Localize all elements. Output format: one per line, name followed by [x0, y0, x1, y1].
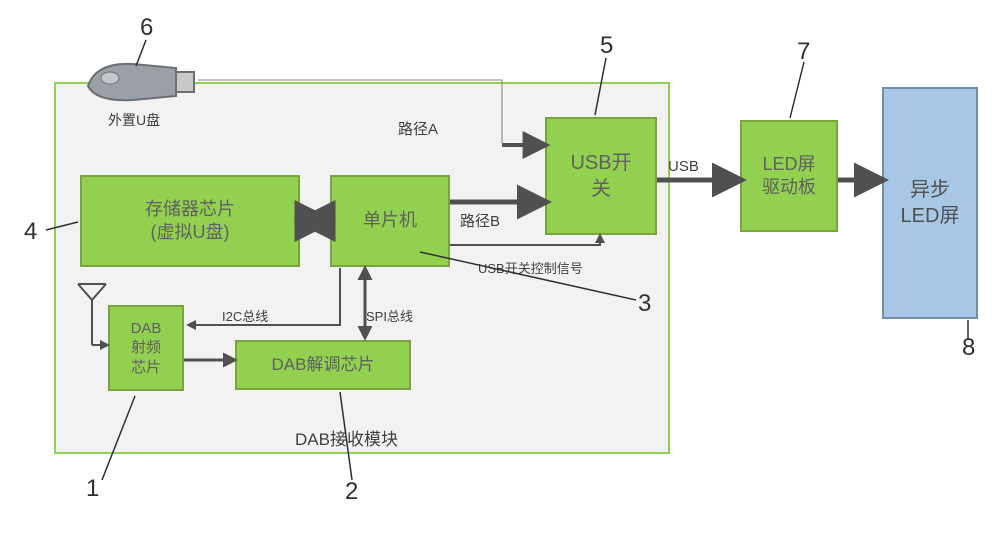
led-driver-board-block: LED屏 驱动板	[740, 120, 838, 232]
usb-switch-label: USB开 关	[570, 150, 631, 202]
usb-label: USB	[668, 158, 699, 175]
usb-switch-block: USB开 关	[545, 117, 657, 235]
callout-8: 8	[962, 334, 975, 362]
i2c-bus-label: I2C总线	[222, 306, 268, 325]
callout-7: 7	[797, 38, 810, 66]
dab-demod-chip-label: DAB解调芯片	[272, 354, 375, 376]
callout-3: 3	[638, 290, 651, 318]
dab-receive-module-title: DAB接收模块	[295, 425, 398, 450]
mcu-block: 单片机	[330, 175, 450, 267]
spi-bus-label: SPI总线	[366, 306, 413, 325]
usb-drive-caption: 外置U盘	[108, 110, 160, 130]
mcu-label: 单片机	[363, 209, 417, 232]
led-driver-board-label: LED屏 驱动板	[762, 153, 816, 200]
dab-rf-chip-label: DAB 射频 芯片	[131, 319, 162, 378]
callout-1: 1	[86, 475, 99, 503]
dab-demod-chip-block: DAB解调芯片	[235, 340, 411, 390]
path-a-label: 路径A	[398, 118, 438, 139]
callout-5: 5	[600, 32, 613, 60]
usb-drive-illustration	[78, 52, 198, 110]
async-led-screen-label: 异步 LED屏	[901, 177, 960, 229]
memory-chip-block: 存储器芯片 (虚拟U盘)	[80, 175, 300, 267]
callout-4: 4	[24, 218, 37, 246]
callout-6: 6	[140, 14, 153, 42]
memory-chip-label: 存储器芯片 (虚拟U盘)	[145, 198, 235, 245]
callout-2: 2	[345, 478, 358, 506]
path-b-label: 路径B	[460, 210, 500, 231]
dab-rf-chip-block: DAB 射频 芯片	[108, 305, 184, 391]
async-led-screen-block: 异步 LED屏	[882, 87, 978, 319]
usb-switch-ctrl-label: USB开关控制信号	[478, 258, 583, 277]
